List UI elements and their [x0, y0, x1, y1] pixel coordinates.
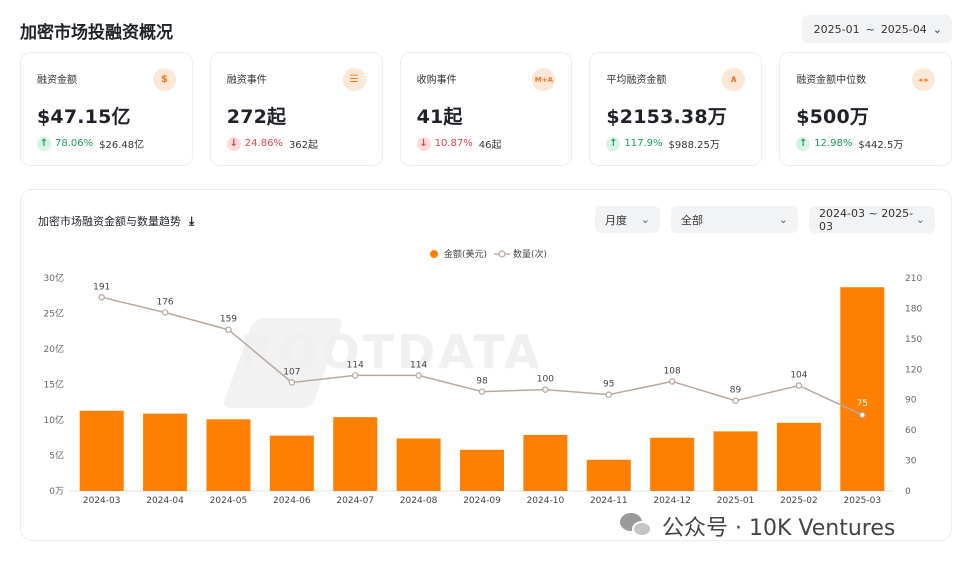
list-icon: ☰ — [342, 68, 366, 91]
stat-card: 平均融资金额 ∧ $2153.38万 ↑ 117.9% $988.25万 — [589, 52, 763, 166]
download-icon[interactable]: ⤓ — [189, 213, 195, 228]
stat-card-previous-value: $442.5万 — [858, 140, 904, 151]
footer-brand: 公众号 · 10K Ventures — [620, 510, 895, 542]
stat-card-previous-value: 46起 — [478, 140, 502, 151]
arrow-up-icon: ↑ — [37, 136, 51, 151]
stat-card: 融资金额 $ $47.15亿 ↑ 78.06% $26.48亿 — [20, 52, 193, 166]
median-icon: ◂◃▸ — [911, 68, 935, 91]
chevron-down-icon: ⌄ — [640, 213, 650, 226]
arrow-down-icon: ↓ — [416, 136, 431, 151]
chevron-down-icon: ⌄ — [778, 213, 788, 226]
stat-card-label: 融资金额中位数 — [796, 75, 867, 86]
chart-range-select[interactable]: 2024-03 ~ 2025-03 ⌄ — [809, 206, 935, 233]
stat-card-change-percent: 12.98% — [814, 138, 853, 149]
chart-title-row: 加密市场融资金额与数量趋势 ⤓ — [38, 213, 194, 229]
stat-card-value: 41起 — [416, 106, 463, 128]
ma-icon: M+A — [532, 68, 556, 91]
stat-card-change: ↑ 78.06% $26.48亿 — [37, 136, 176, 151]
date-separator: ~ — [865, 22, 875, 36]
trend-icon: ∧ — [722, 68, 746, 91]
dollar-icon: $ — [152, 68, 176, 91]
category-select[interactable]: 全部 ⌄ — [671, 206, 798, 233]
wechat-icon — [620, 513, 654, 539]
stat-card-previous-value: 362起 — [288, 140, 319, 151]
period-select[interactable]: 月度 ⌄ — [595, 206, 660, 233]
date-end: 2025-04 — [880, 22, 927, 36]
arrow-up-icon: ↑ — [796, 136, 811, 151]
chevron-down-icon: ⌄ — [915, 213, 925, 226]
stat-card-change-percent: 117.9% — [624, 138, 663, 149]
category-select-value: 全部 — [681, 213, 703, 227]
stat-card-label: 平均融资金额 — [606, 75, 667, 86]
footer-brand-text: 公众号 · 10K Ventures — [662, 516, 896, 541]
stat-card-change-percent: 78.06% — [55, 138, 94, 149]
chevron-down-icon: ⌄ — [932, 22, 942, 36]
stat-card-value: $500万 — [796, 106, 870, 128]
arrow-down-icon: ↓ — [226, 136, 241, 151]
date-start: 2025-01 — [813, 22, 860, 36]
watermark: ROOTDATA — [240, 325, 543, 379]
stat-card-value: $47.15亿 — [37, 106, 131, 128]
stat-card: 融资事件 ☰ 272起 ↓ 24.86% 362起 — [209, 52, 383, 166]
stat-card-label: 收购事件 — [416, 75, 457, 86]
stat-card-previous-value: $988.25万 — [668, 140, 720, 151]
stat-card-change-percent: 10.87% — [434, 138, 473, 149]
stat-card: 收购事件 M+A 41起 ↓ 10.87% 46起 — [399, 52, 573, 166]
chart-range-value: 2024-03 ~ 2025-03 — [819, 206, 914, 233]
stat-card-change: ↑ 117.9% $988.25万 — [606, 136, 745, 151]
stat-card-label: 融资事件 — [226, 75, 267, 86]
page-title: 加密市场投融资概况 — [20, 23, 173, 43]
stat-card-change: ↓ 10.87% 46起 — [416, 136, 556, 151]
stat-card-label: 融资金额 — [37, 75, 77, 86]
stat-card-change-percent: 24.86% — [244, 138, 283, 149]
date-range-picker[interactable]: 2025-01 ~ 2025-04 ⌄ — [801, 15, 952, 43]
stat-card-value: $2153.38万 — [606, 106, 727, 128]
stat-cards: 融资金额 $ $47.15亿 ↑ 78.06% $26.48亿 融资事件 ☰ 272起 ↓ 24.8… — [20, 52, 952, 166]
period-select-value: 月度 — [605, 213, 627, 227]
stat-card-previous-value: $26.48亿 — [99, 140, 145, 151]
stat-card: 融资金额中位数 ◂◃▸ $500万 ↑ 12.98% $442.5万 — [779, 52, 952, 166]
stat-card-change: ↓ 24.86% 362起 — [226, 136, 366, 151]
stat-card-value: 272起 — [226, 106, 287, 128]
arrow-up-icon: ↑ — [606, 136, 621, 151]
chart-title: 加密市场融资金额与数量趋势 — [38, 215, 181, 228]
stat-card-change: ↑ 12.98% $442.5万 — [796, 136, 935, 151]
